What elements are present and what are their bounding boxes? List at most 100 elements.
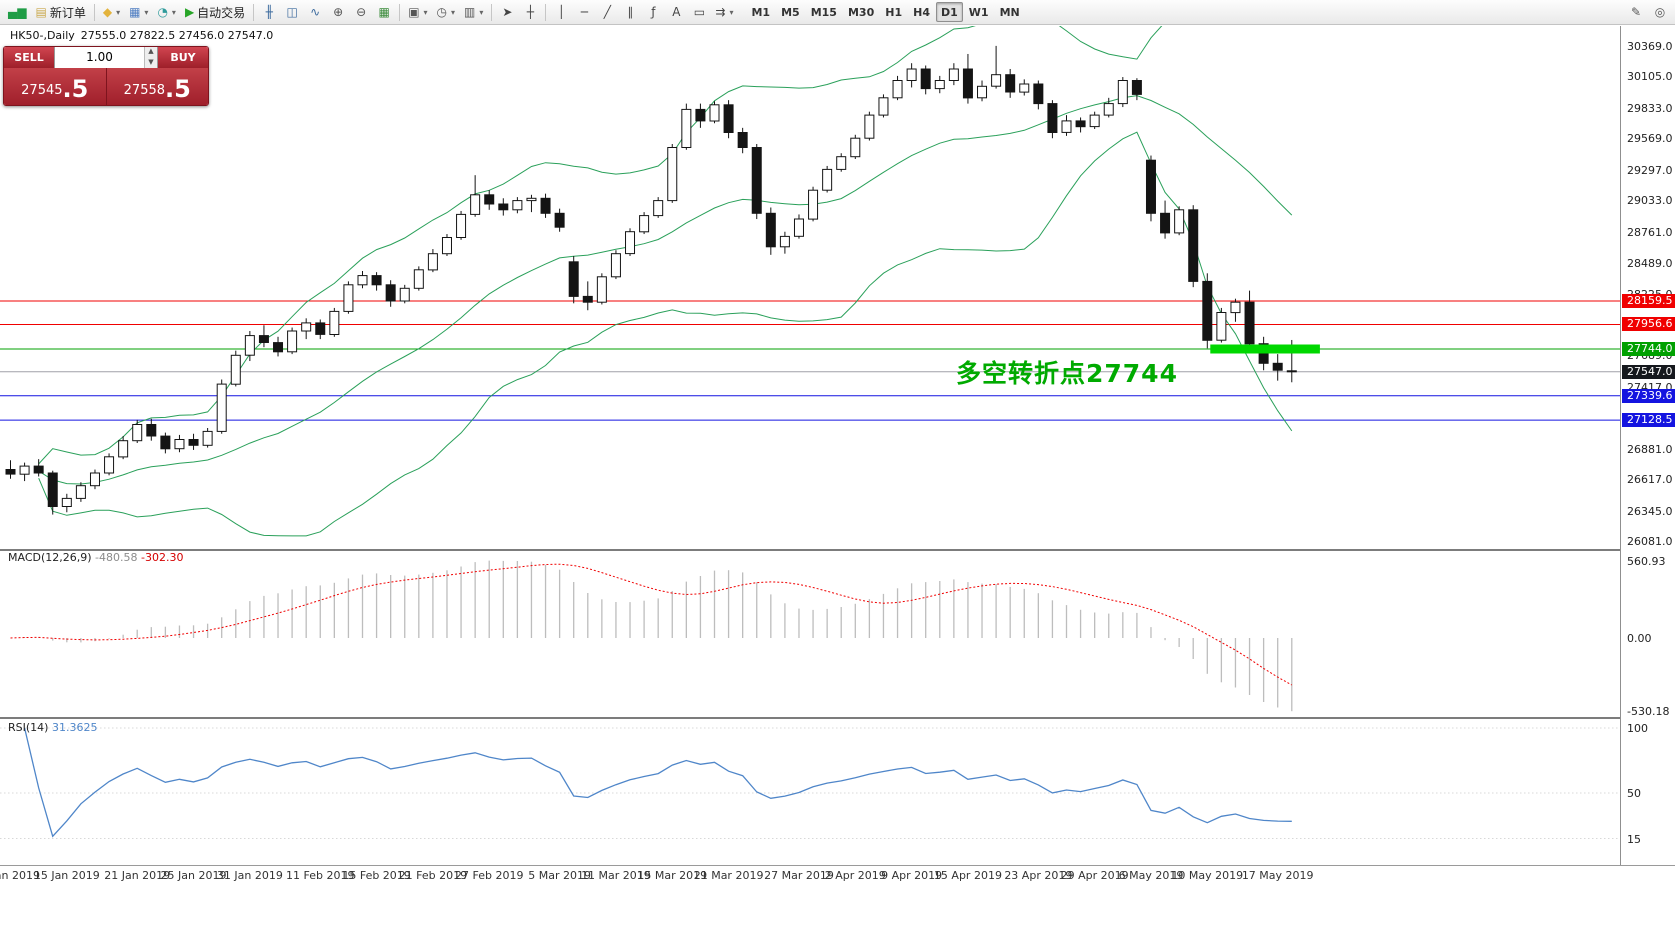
horizontal-line-icon: ─ [580, 5, 589, 19]
axis-separator [0, 865, 1675, 866]
date-label: 21 Mar 2019 [693, 869, 764, 882]
date-label: 2 Apr 2019 [824, 869, 886, 882]
crosshair-button[interactable]: ┼ [519, 2, 541, 23]
bollinger-bands [38, 26, 1293, 537]
dropdown-arrow-icon: ▾ [423, 7, 428, 17]
date-label: 31 Jan 2019 [216, 869, 283, 882]
timeframe-button-m5[interactable]: M5 [781, 5, 800, 19]
equidistant-channel-button[interactable]: ∥ [619, 2, 641, 23]
ohlc-values: 27555.0 27822.5 27456.0 27547.0 [80, 29, 274, 42]
trendline-button[interactable]: ╱ [596, 2, 618, 23]
grid-button[interactable]: ▦ [373, 2, 395, 23]
horizontal-line-button[interactable]: ─ [573, 2, 595, 23]
candles [5, 45, 1297, 515]
text-label-button[interactable]: ▭ [688, 2, 710, 23]
sell-price-display[interactable]: 27545.5 [4, 68, 107, 105]
new-order-button-label: 新订单 [49, 5, 86, 20]
timeframe-button-m30[interactable]: M30 [847, 5, 875, 19]
quick-search-icon[interactable]: ◎ [1649, 2, 1671, 23]
profiles-icon: ◆ [102, 5, 113, 19]
crosshair-icon: ┼ [526, 5, 535, 19]
timeframe-button-m1[interactable]: M1 [751, 5, 771, 19]
date-label: 21 Jan 2019 [104, 869, 171, 882]
text-button[interactable]: A [665, 2, 687, 23]
cursor-button[interactable]: ➤ [496, 2, 518, 23]
indicators-button[interactable]: ▣ ▾ [404, 2, 431, 23]
macd-tick: 0.00 [1627, 632, 1652, 645]
price-scale[interactable]: 30369.0 30105.0 29833.0 29569.0 29297.0 29033… [1620, 26, 1675, 865]
date-label: 15 Apr 2019 [933, 869, 1002, 882]
price-tick: 26881.0 [1627, 442, 1673, 456]
line-chart-button[interactable]: ∿ [304, 2, 326, 23]
one-click-trading-panel: SELL 1.00 ▲ ▼ BUY 27545.5 27558.5 [3, 46, 209, 106]
date-label: 10 May 2019 [1171, 869, 1244, 882]
periods-button[interactable]: ◷ ▾ [433, 2, 460, 23]
sell-button[interactable]: SELL [4, 47, 54, 68]
timeframe-button-h1[interactable]: H1 [885, 5, 903, 19]
horizontal-level-lines[interactable] [0, 300, 1620, 421]
chart-area[interactable] [0, 0, 1620, 951]
edit-chart-icon[interactable]: ✎ [1625, 2, 1647, 23]
buy-price-main: 27558 [123, 83, 166, 99]
volume-decrease-button[interactable]: ▼ [145, 57, 157, 68]
highlight-bar[interactable] [1210, 344, 1320, 354]
favorites-button[interactable]: ◔ ▾ [153, 2, 180, 23]
toolbar-separator [253, 3, 255, 21]
pane-separator-rsi[interactable] [0, 717, 1675, 719]
cursor-icon: ➤ [502, 5, 513, 19]
macd-signal-line [10, 563, 1293, 686]
date-label: 25 Jan 2019 [160, 869, 227, 882]
bar-chart-button[interactable]: ╫ [258, 2, 280, 23]
level-price-badge: 27128.5 [1622, 413, 1675, 428]
sell-price-fraction: .5 [62, 75, 89, 103]
candlestick-chart-button[interactable]: ◫ [281, 2, 303, 23]
volume-increase-button[interactable]: ▲ [145, 47, 157, 58]
templates-button[interactable]: ▥ ▾ [460, 2, 487, 23]
dropdown-arrow-icon: ▾ [479, 7, 484, 17]
macd-pane [10, 560, 1293, 712]
profiles-button[interactable]: ◆ ▾ [99, 2, 124, 23]
zoom-out-button[interactable]: ⊖ [350, 2, 372, 23]
timeframe-button-w1[interactable]: W1 [968, 5, 989, 19]
sell-price-main: 27545 [21, 83, 63, 99]
favorites-icon: ◔ [157, 5, 168, 19]
buy-button[interactable]: BUY [158, 47, 208, 68]
trendline-icon: ╱ [603, 5, 612, 19]
autotrading-button[interactable]: ▶ 自动交易 [181, 2, 249, 23]
arrows-icon: ⇉ [715, 5, 726, 19]
buy-price-display[interactable]: 27558.5 [107, 68, 209, 105]
toolbar-separator [545, 3, 547, 21]
dropdown-arrow-icon: ▾ [729, 7, 734, 17]
timeframe-button-d1[interactable]: D1 [935, 2, 963, 22]
zoom-in-button[interactable]: ⊕ [327, 2, 349, 23]
date-label: 23 Apr 2019 [1004, 869, 1073, 882]
timeframe-button-h4[interactable]: H4 [913, 5, 930, 19]
macd-value: -480.58 [95, 551, 138, 564]
volume-input[interactable]: 1.00 [86, 50, 113, 64]
arrows-button[interactable]: ⇉ ▾ [711, 2, 737, 23]
price-tick: 28489.0 [1627, 257, 1673, 271]
new-order-icon: ▤ [35, 5, 47, 19]
main-price-pane [0, 26, 1620, 537]
current-price-badge: 27547.0 [1622, 364, 1675, 379]
candlestick-chart-icon: ◫ [286, 5, 298, 19]
macd-name: MACD(12,26,9) [8, 551, 92, 564]
fibonacci-button[interactable]: ƒ [642, 2, 664, 23]
chart-windows-button[interactable]: ▦ ▾ [125, 2, 152, 23]
macd-indicator-label: MACD(12,26,9) -480.58 -302.30 [8, 551, 183, 564]
pane-separator-macd[interactable] [0, 549, 1675, 551]
price-tick: 26081.0 [1627, 535, 1673, 548]
date-label: 27 Mar 2019 [764, 869, 834, 882]
timeframe-button-m15[interactable]: M15 [810, 5, 837, 19]
equidistant-channel-icon: ∥ [627, 5, 634, 19]
price-tick: 26345.0 [1627, 504, 1673, 518]
timeframe-button-mn[interactable]: MN [999, 5, 1020, 19]
vertical-line-button[interactable]: │ [550, 2, 572, 23]
new-order-button[interactable]: ▤ 新订单 [31, 2, 89, 23]
chart-window-icon: ▄▆ [4, 2, 30, 23]
price-tick: 28761.0 [1627, 225, 1673, 239]
price-tick: 29033.0 [1627, 194, 1673, 208]
date-label: 11 Feb 2019 [286, 869, 355, 882]
date-label: 15 Jan 2019 [33, 869, 100, 882]
